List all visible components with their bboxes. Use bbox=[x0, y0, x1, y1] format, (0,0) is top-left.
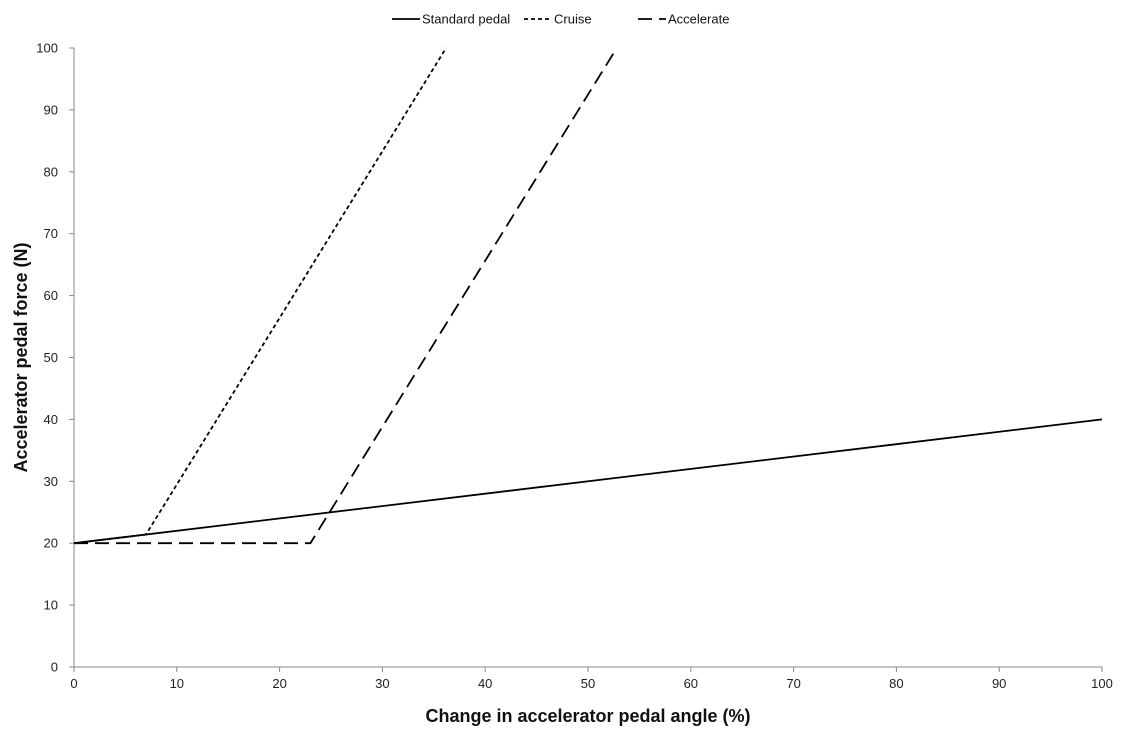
legend-label: Cruise bbox=[554, 12, 592, 27]
x-tick-label: 100 bbox=[1091, 676, 1113, 691]
y-ticks: 0 10 20 30 40 50 60 70 80 90 100 bbox=[36, 41, 74, 675]
x-tick-label: 60 bbox=[684, 676, 698, 691]
y-tick-label: 40 bbox=[44, 412, 58, 427]
y-tick-label: 60 bbox=[44, 288, 58, 303]
x-axis-title: Change in accelerator pedal angle (%) bbox=[425, 706, 750, 726]
x-tick-label: 20 bbox=[272, 676, 286, 691]
x-tick-label: 40 bbox=[478, 676, 492, 691]
legend-label: Standard pedal bbox=[422, 12, 510, 27]
series-line-accelerate bbox=[74, 47, 618, 545]
legend: Standard pedal Cruise Accelerate bbox=[392, 12, 729, 27]
x-tick-label: 50 bbox=[581, 676, 595, 691]
legend-label: Accelerate bbox=[668, 12, 729, 27]
axes bbox=[73, 48, 1102, 668]
y-tick-label: 10 bbox=[44, 598, 58, 613]
y-tick-label: 90 bbox=[44, 102, 58, 117]
x-tick-label: 10 bbox=[170, 676, 184, 691]
y-tick-label: 30 bbox=[44, 474, 58, 489]
series-line-cruise bbox=[73, 47, 447, 545]
series-line-standard-pedal bbox=[73, 418, 1103, 545]
y-tick-label: 80 bbox=[44, 164, 58, 179]
x-tick-label: 30 bbox=[375, 676, 389, 691]
x-tick-label: 90 bbox=[992, 676, 1006, 691]
x-tick-label: 70 bbox=[786, 676, 800, 691]
y-tick-label: 70 bbox=[44, 226, 58, 241]
x-tick-label: 80 bbox=[889, 676, 903, 691]
y-tick-label: 0 bbox=[51, 660, 58, 675]
y-tick-label: 50 bbox=[44, 350, 58, 365]
y-tick-label: 20 bbox=[44, 536, 58, 551]
y-tick-label: 100 bbox=[36, 41, 58, 56]
x-ticks: 0 10 20 30 40 50 60 70 80 90 100 bbox=[70, 667, 1113, 691]
x-tick-label: 0 bbox=[70, 676, 77, 691]
y-axis-title: Accelerator pedal force (N) bbox=[11, 242, 31, 472]
series-lines bbox=[73, 47, 1103, 545]
